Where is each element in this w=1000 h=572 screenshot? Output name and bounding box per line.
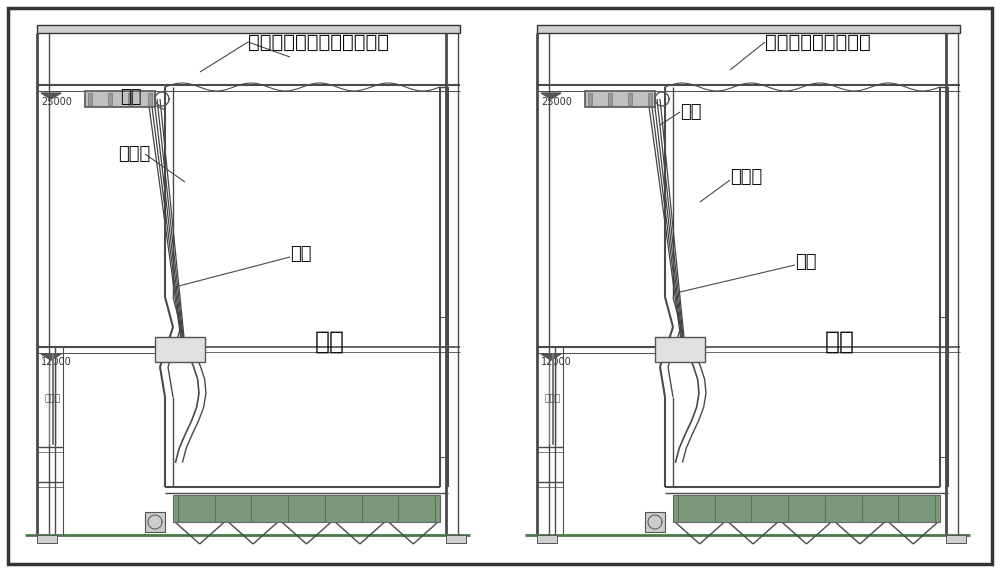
Bar — [946, 535, 966, 543]
Bar — [37, 25, 460, 33]
Bar — [608, 93, 612, 105]
Bar — [173, 495, 440, 522]
Text: 控制室: 控制室 — [544, 394, 561, 403]
Text: 主输送机（耙齿机）卸料器: 主输送机（耙齿机）卸料器 — [248, 33, 389, 51]
Text: 溜管: 溜管 — [290, 245, 312, 263]
Polygon shape — [541, 354, 561, 360]
Text: 炉膛: 炉膛 — [825, 330, 855, 354]
Bar — [446, 535, 466, 543]
Bar — [645, 512, 665, 532]
Bar — [648, 93, 652, 105]
Text: 12000: 12000 — [41, 357, 72, 367]
Bar — [552, 353, 553, 444]
Bar — [88, 93, 92, 105]
Bar — [85, 91, 155, 107]
Text: 给料机: 给料机 — [730, 168, 762, 186]
Bar — [128, 93, 132, 105]
Text: 炉膛: 炉膛 — [315, 330, 345, 354]
Bar — [108, 93, 112, 105]
Bar — [148, 93, 152, 105]
Polygon shape — [41, 354, 61, 360]
Text: 溜槽: 溜槽 — [120, 88, 142, 106]
Text: 给料机: 给料机 — [118, 145, 150, 163]
Bar — [537, 25, 960, 33]
Bar — [37, 535, 57, 543]
Bar — [655, 337, 705, 362]
Bar — [585, 91, 655, 107]
Bar — [673, 495, 940, 522]
Bar — [155, 337, 205, 362]
Text: 25000: 25000 — [41, 97, 72, 107]
Polygon shape — [541, 93, 561, 99]
Text: 25000: 25000 — [541, 97, 572, 107]
Bar — [628, 93, 632, 105]
Text: 主输送机（皮带机）: 主输送机（皮带机） — [765, 33, 871, 51]
Bar — [537, 535, 557, 543]
Bar — [145, 512, 165, 532]
Bar — [588, 93, 592, 105]
Text: 12000: 12000 — [541, 357, 572, 367]
Polygon shape — [41, 93, 61, 99]
Text: 控制室: 控制室 — [44, 394, 61, 403]
Text: 溜槽: 溜槽 — [680, 103, 702, 121]
Text: 溜管: 溜管 — [795, 253, 816, 271]
